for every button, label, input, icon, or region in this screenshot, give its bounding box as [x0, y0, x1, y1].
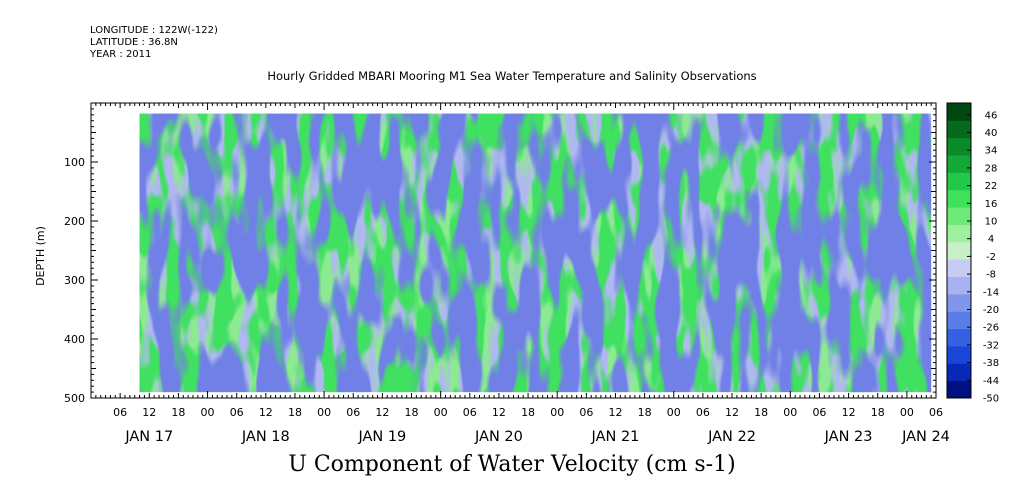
colorbar-label: -44	[983, 376, 999, 387]
y-tick-label: 200	[64, 215, 85, 228]
x-hour-label: 06	[463, 406, 477, 419]
x-hour-label: 12	[725, 406, 739, 419]
x-hour-label: 00	[900, 406, 914, 419]
x-axis-title: U Component of Water Velocity (cm s-1)	[288, 452, 736, 477]
colorbar-segment	[947, 224, 971, 243]
colorbar-label: 4	[988, 234, 994, 245]
x-hour-label: 18	[405, 406, 419, 419]
colorbar-segment	[947, 328, 971, 347]
y-tick-label: 400	[64, 333, 85, 346]
colorbar-segment	[947, 207, 971, 225]
colorbar-segment	[947, 276, 971, 295]
x-hour-label: 06	[929, 406, 943, 419]
colorbar-segment	[947, 311, 971, 330]
metadata-block: LONGITUDE : 122W(-122) LATITUDE : 36.8N …	[90, 25, 218, 61]
chart-title: Hourly Gridded MBARI Mooring M1 Sea Wate…	[267, 69, 757, 83]
x-hour-label: 00	[550, 406, 564, 419]
x-hour-label: 06	[230, 406, 244, 419]
colorbar-segment	[947, 120, 971, 139]
x-axis: 06 12 18 00 06 12 18 00 06 12 18 00 06 12 18 00 06 12 18 00…	[90, 103, 950, 445]
colorbar-label: 16	[985, 199, 998, 210]
longitude-label: LONGITUDE : 122W(-122)	[90, 25, 218, 36]
velocity-field	[139, 113, 932, 393]
x-hour-label: 12	[259, 406, 273, 419]
y-tick-label: 500	[64, 392, 85, 405]
colorbar-segment	[947, 293, 971, 312]
colorbar-segment	[947, 380, 971, 399]
x-hour-label: 00	[201, 406, 215, 419]
year-label: YEAR : 2011	[90, 49, 152, 60]
x-day-label: JAN 24	[901, 429, 950, 445]
x-hour-label: 06	[579, 406, 593, 419]
colorbar-segment	[947, 137, 971, 156]
colorbar-label: 46	[985, 110, 998, 121]
x-hour-label: 18	[638, 406, 652, 419]
x-hour-label: 06	[812, 406, 826, 419]
colorbar-label: -26	[983, 323, 999, 334]
x-hour-label: 06	[696, 406, 710, 419]
x-hour-label: 18	[754, 406, 768, 419]
x-hour-label: 18	[521, 406, 535, 419]
x-day-label: JAN 22	[707, 429, 756, 445]
x-day-label: JAN 20	[474, 429, 523, 445]
colorbar-label: 22	[985, 181, 998, 192]
x-hour-label: 06	[346, 406, 360, 419]
y-axis: 100 200 300 400 500	[64, 102, 936, 405]
y-tick-label: 300	[64, 274, 85, 287]
colorbar-label: -2	[986, 252, 996, 263]
colorbar-label: -50	[983, 394, 999, 405]
colorbar-label: 28	[985, 163, 998, 174]
colorbar-segment	[947, 241, 971, 260]
colorbar-segment	[947, 363, 971, 382]
x-hour-label: 00	[317, 406, 331, 419]
colorbar-frame	[946, 102, 972, 399]
x-hour-label: 12	[492, 406, 506, 419]
x-hour-label: 12	[142, 406, 156, 419]
x-hour-label: 12	[608, 406, 622, 419]
colorbar-label: 10	[985, 217, 998, 228]
colorbar: -50 -44 -38 -32 -26 -20 -14 -8 -2 4 10 16 22 28 34 40 46	[946, 102, 999, 405]
latitude-label: LATITUDE : 36.8N	[90, 37, 178, 48]
x-day-label: JAN 17	[124, 429, 173, 445]
colorbar-label: -38	[983, 358, 999, 369]
x-hour-label: 12	[375, 406, 389, 419]
x-day-label: JAN 18	[241, 429, 290, 445]
colorbar-segment	[947, 345, 971, 364]
x-day-label: JAN 19	[357, 429, 406, 445]
x-hour-label: 06	[113, 406, 127, 419]
colorbar-segment	[947, 259, 971, 278]
colorbar-segment	[947, 103, 971, 121]
x-hour-label: 00	[783, 406, 797, 419]
x-day-label: JAN 21	[591, 429, 640, 445]
colorbar-label: -32	[983, 340, 999, 351]
colorbar-segment	[947, 172, 971, 191]
x-hour-label: 00	[434, 406, 448, 419]
colorbar-label: -20	[983, 305, 999, 316]
colorbar-label: -14	[983, 287, 999, 298]
colorbar-segment	[947, 189, 971, 208]
x-hour-label: 18	[171, 406, 185, 419]
x-hour-label: 12	[842, 406, 856, 419]
y-tick-label: 100	[64, 156, 85, 169]
y-axis-label: DEPTH (m)	[34, 226, 47, 286]
colorbar-label: 34	[985, 146, 998, 157]
x-hour-label: 00	[667, 406, 681, 419]
x-hour-label: 18	[871, 406, 885, 419]
colorbar-label: -8	[986, 270, 996, 281]
colorbar-segment	[947, 155, 971, 173]
colorbar-label: 40	[985, 128, 998, 139]
field-strong-blue-layer	[139, 113, 932, 393]
x-hour-label: 18	[288, 406, 302, 419]
x-day-label: JAN 23	[824, 429, 873, 445]
